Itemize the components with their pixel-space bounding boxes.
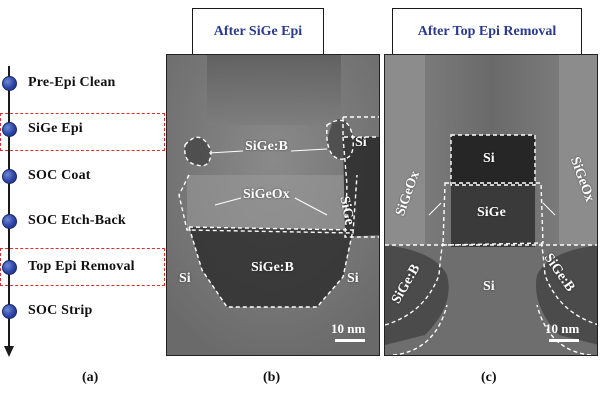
- step-bullet-icon: [2, 260, 17, 275]
- step-bullet-icon: [2, 122, 17, 137]
- step-soc-strip: SOC Strip: [0, 302, 170, 322]
- step-label: SOC Coat: [28, 168, 91, 183]
- caption-a: (a): [82, 370, 99, 385]
- step-soc-coat: SOC Coat: [0, 167, 170, 187]
- tem-b-micrograph: [167, 55, 379, 355]
- step-label: SOC Etch-Back: [28, 213, 126, 228]
- step-sige-epi: SiGe Epi: [0, 120, 170, 140]
- panel-c-title: After Top Epi Removal: [392, 8, 582, 55]
- label-sige: SiGe: [477, 205, 506, 220]
- tem-image-after-top-epi-removal: Si SiGeOx SiGeOx SiGe SiGe:B SiGe:B Si 1…: [384, 54, 598, 356]
- step-label: SiGe Epi: [28, 121, 83, 136]
- step-label: Pre-Epi Clean: [28, 75, 116, 90]
- label-sigeox: SiGeOx: [243, 187, 290, 202]
- scale-label: 10 nm: [331, 321, 366, 336]
- step-bullet-icon: [2, 169, 17, 184]
- step-top-epi-removal: Top Epi Removal: [0, 258, 170, 278]
- label-si-bottom-right: Si: [347, 271, 359, 286]
- scale-bar: [549, 339, 579, 342]
- scale-label: 10 nm: [545, 321, 580, 336]
- step-pre-epi-clean: Pre-Epi Clean: [0, 74, 170, 94]
- tem-c-micrograph: [385, 55, 597, 355]
- tem-image-after-sige-epi: SiGe:B Si SiGeOx SiGe SiGe:B Si Si 10 nm: [166, 54, 380, 356]
- label-sige-b-top: SiGe:B: [245, 139, 288, 154]
- step-label: Top Epi Removal: [28, 259, 135, 274]
- highlight-box-sige-epi: [0, 113, 165, 151]
- step-bullet-icon: [2, 214, 17, 229]
- highlight-box-top-epi-removal: [0, 248, 165, 286]
- process-flow: Pre-Epi Clean SiGe Epi SOC Coat SOC Etch…: [0, 0, 170, 370]
- step-bullet-icon: [2, 76, 17, 91]
- label-si-bottom: Si: [483, 279, 495, 294]
- scale-bar: [335, 339, 365, 342]
- step-soc-etch-back: SOC Etch-Back: [0, 212, 170, 232]
- panel-b-title: After SiGe Epi: [192, 8, 324, 55]
- caption-b: (b): [263, 370, 281, 385]
- caption-c: (c): [481, 370, 497, 385]
- label-sige-b-bottom: SiGe:B: [251, 260, 294, 275]
- step-label: SOC Strip: [28, 303, 93, 318]
- flow-timeline: [8, 66, 10, 348]
- label-si-top: Si: [483, 151, 495, 166]
- flow-arrow-icon: [4, 346, 14, 357]
- step-bullet-icon: [2, 304, 17, 319]
- label-si-left: Si: [179, 271, 191, 286]
- label-si-right: Si: [355, 135, 367, 150]
